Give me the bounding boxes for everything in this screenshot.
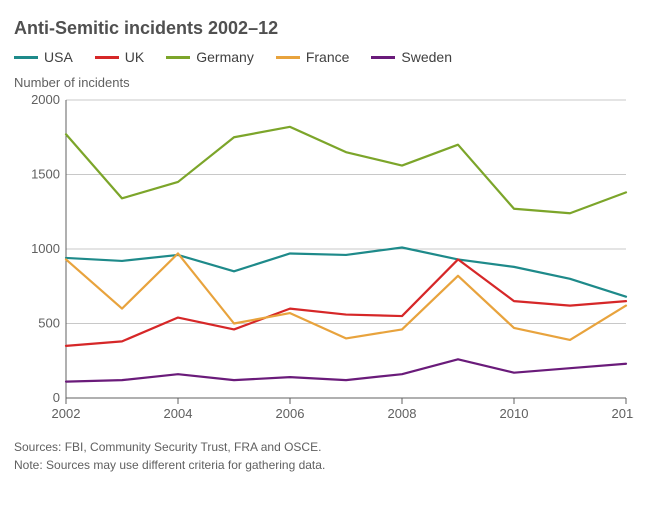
legend-item-usa: USA [14, 49, 73, 65]
legend-label: France [306, 49, 350, 65]
svg-text:2002: 2002 [52, 406, 81, 421]
series-line-usa [66, 248, 626, 297]
legend-item-uk: UK [95, 49, 144, 65]
svg-text:2006: 2006 [276, 406, 305, 421]
legend-label: Germany [196, 49, 254, 65]
svg-text:0: 0 [53, 390, 60, 405]
chart-title: Anti-Semitic incidents 2002–12 [14, 18, 646, 39]
legend-item-france: France [276, 49, 350, 65]
chart-container: Anti-Semitic incidents 2002–12 USA UK Germ… [0, 0, 660, 508]
legend-item-sweden: Sweden [371, 49, 452, 65]
svg-text:2012: 2012 [612, 406, 634, 421]
legend-swatch-icon [276, 56, 300, 59]
svg-text:1000: 1000 [31, 241, 60, 256]
legend: USA UK Germany France Sweden [14, 49, 646, 65]
legend-swatch-icon [14, 56, 38, 59]
svg-text:2008: 2008 [388, 406, 417, 421]
series-line-france [66, 253, 626, 339]
legend-label: Sweden [401, 49, 452, 65]
svg-text:2004: 2004 [164, 406, 193, 421]
legend-swatch-icon [95, 56, 119, 59]
svg-text:500: 500 [38, 316, 60, 331]
legend-swatch-icon [371, 56, 395, 59]
legend-swatch-icon [166, 56, 190, 59]
sources-text: Sources: FBI, Community Security Trust, … [14, 438, 646, 456]
plot-area: 0 500 1000 1500 2000 2002 2004 2006 2008 2010 2012 [24, 94, 634, 424]
note-text: Note: Sources may use different criteria… [14, 456, 646, 474]
legend-label: UK [125, 49, 144, 65]
svg-text:2000: 2000 [31, 94, 60, 107]
svg-text:2010: 2010 [500, 406, 529, 421]
series-line-germany [66, 127, 626, 213]
chart-footer: Sources: FBI, Community Security Trust, … [14, 438, 646, 474]
chart-svg: 0 500 1000 1500 2000 2002 2004 2006 2008 2010 2012 [24, 94, 634, 424]
legend-label: USA [44, 49, 73, 65]
legend-item-germany: Germany [166, 49, 254, 65]
svg-text:1500: 1500 [31, 167, 60, 182]
series-line-sweden [66, 359, 626, 381]
y-axis-label: Number of incidents [14, 75, 646, 90]
